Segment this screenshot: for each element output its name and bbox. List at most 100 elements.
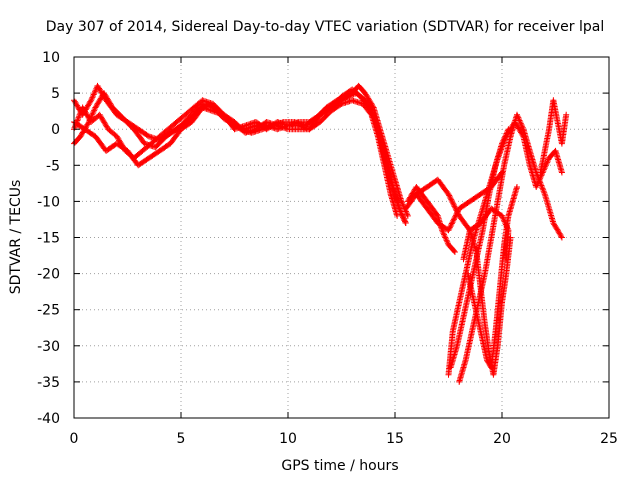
data-point xyxy=(558,233,565,240)
data-point xyxy=(394,212,401,219)
data-point xyxy=(396,207,403,214)
data-point xyxy=(538,184,545,190)
data-series xyxy=(71,82,570,385)
data-point xyxy=(446,192,453,199)
y-tick-label: -20 xyxy=(37,267,60,283)
data-point xyxy=(446,193,453,200)
data-series-track-13 xyxy=(537,97,570,176)
chart-title: Day 307 of 2014, Sidereal Day-to-day VTE… xyxy=(46,19,604,35)
data-point xyxy=(369,113,376,120)
data-point xyxy=(446,224,453,231)
data-point xyxy=(89,110,96,117)
data-point xyxy=(402,220,409,227)
data-point xyxy=(544,159,551,166)
x-tick-label: 25 xyxy=(600,431,618,447)
data-point xyxy=(515,116,522,123)
data-point xyxy=(514,113,521,120)
grid-lines xyxy=(74,57,609,418)
data-point xyxy=(517,119,524,125)
data-point xyxy=(88,97,95,104)
data-point xyxy=(535,175,542,182)
data-point xyxy=(450,217,457,224)
data-series-track-2 xyxy=(71,90,409,227)
data-point xyxy=(450,216,457,223)
data-point xyxy=(453,211,460,217)
data-point xyxy=(400,214,407,221)
data-point xyxy=(502,133,509,140)
data-point xyxy=(558,169,565,176)
data-point xyxy=(454,209,461,216)
data-point xyxy=(433,211,440,218)
data-point xyxy=(451,248,458,255)
data-point xyxy=(445,191,452,198)
data-point xyxy=(519,124,526,131)
data-point xyxy=(368,108,374,115)
y-tick-label: 10 xyxy=(42,50,60,66)
data-point xyxy=(563,111,570,118)
x-tick-label: 0 xyxy=(70,431,79,447)
data-point xyxy=(499,214,506,221)
data-point xyxy=(504,127,511,134)
data-point xyxy=(449,199,456,206)
data-point xyxy=(450,200,457,207)
data-point xyxy=(401,217,408,224)
data-point xyxy=(452,204,459,211)
data-point xyxy=(499,140,505,147)
data-point xyxy=(349,91,356,98)
data-point xyxy=(366,106,373,112)
data-point xyxy=(404,211,411,218)
data-point xyxy=(513,183,520,190)
data-point xyxy=(91,107,98,114)
data-point xyxy=(90,91,97,98)
data-point xyxy=(539,185,546,192)
y-tick-label: 0 xyxy=(51,122,60,138)
x-tick-label: 5 xyxy=(177,431,186,447)
data-point xyxy=(440,230,447,237)
y-tick-label: -15 xyxy=(37,231,60,247)
y-tick-label: 5 xyxy=(51,86,60,102)
data-point xyxy=(370,116,377,123)
data-point xyxy=(507,207,514,214)
x-tick-label: 20 xyxy=(493,431,511,447)
y-tick-label: -40 xyxy=(37,411,60,427)
data-point xyxy=(451,215,458,222)
data-point xyxy=(443,237,450,244)
y-tick-label: -35 xyxy=(37,375,60,391)
data-series-track-12 xyxy=(464,183,520,371)
y-tick-label: -25 xyxy=(37,303,60,319)
y-tick-label: -5 xyxy=(46,158,60,174)
data-point xyxy=(533,171,540,177)
data-point xyxy=(446,225,453,232)
data-point xyxy=(454,208,461,215)
data-point xyxy=(347,92,354,99)
data-point xyxy=(445,227,452,234)
data-point xyxy=(518,121,525,128)
data-point xyxy=(452,213,459,220)
x-axis-label: GPS time / hours xyxy=(281,458,398,474)
data-point xyxy=(452,212,459,219)
data-point xyxy=(91,90,98,97)
data-point xyxy=(372,119,378,125)
data-series-track-4 xyxy=(71,86,409,227)
data-point xyxy=(404,212,411,219)
data-point xyxy=(447,223,454,230)
data-point xyxy=(500,136,507,143)
data-point xyxy=(451,203,458,210)
x-tick-label: 10 xyxy=(279,431,297,447)
y-tick-label: -30 xyxy=(37,339,60,355)
x-tick-label: 15 xyxy=(386,431,404,447)
data-point xyxy=(76,113,83,120)
data-point xyxy=(447,195,454,202)
data-point xyxy=(503,130,510,137)
data-point xyxy=(89,94,96,101)
data-point xyxy=(398,210,405,216)
data-point xyxy=(374,124,381,131)
y-tick-label: -10 xyxy=(37,194,60,210)
data-point xyxy=(499,139,506,146)
y-axis-label: SDTVAR / TECUs xyxy=(8,180,24,295)
data-point xyxy=(441,233,448,240)
data-point xyxy=(451,247,457,254)
data-point xyxy=(402,218,409,225)
data-point xyxy=(558,234,565,241)
